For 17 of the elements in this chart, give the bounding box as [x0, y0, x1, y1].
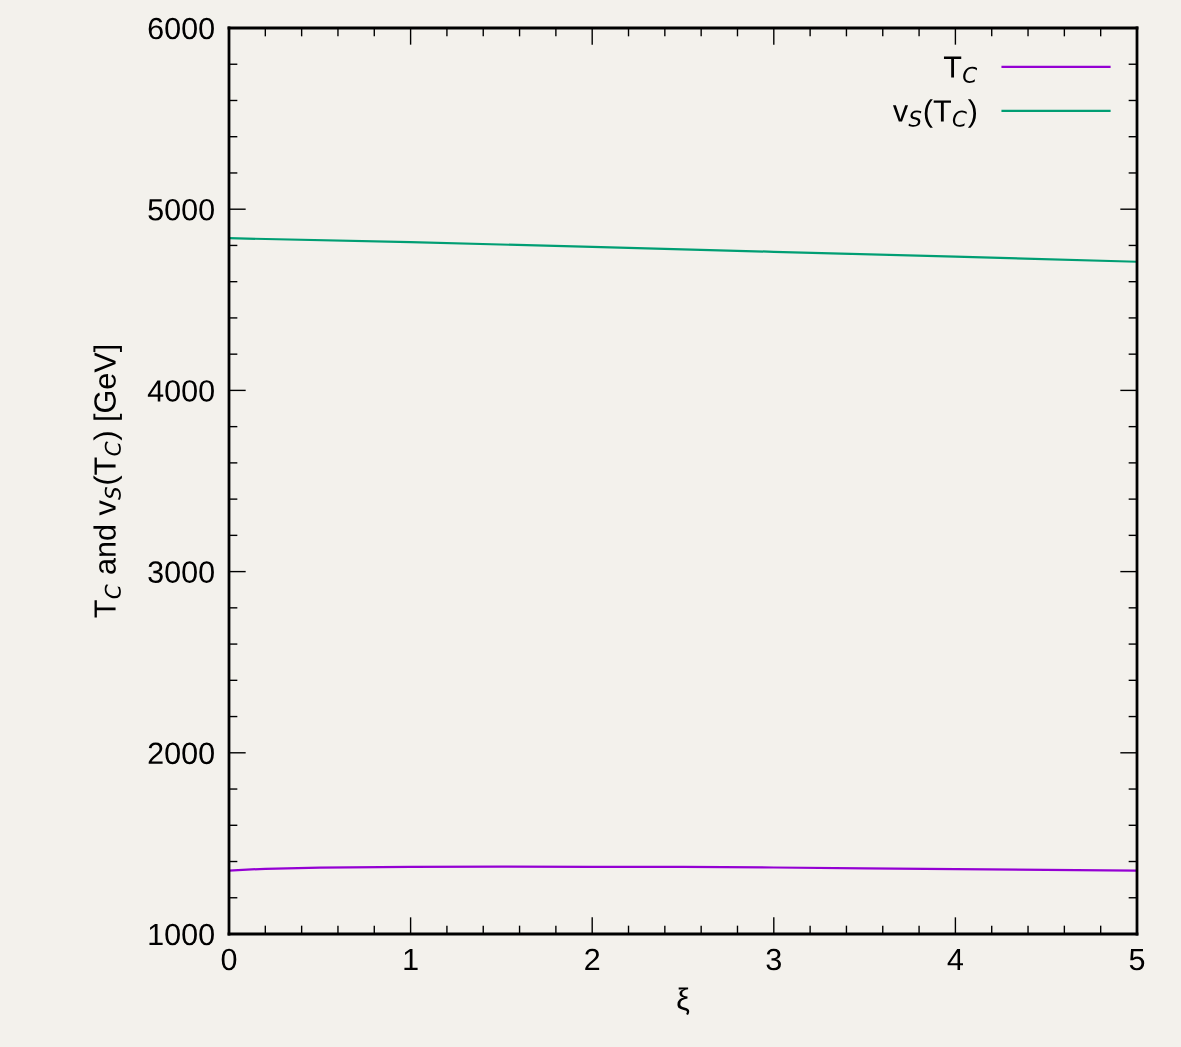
y-tick-label: 5000	[148, 198, 214, 221]
line-series	[229, 237, 1137, 263]
legend-label: T$_{C}$	[943, 56, 978, 83]
y-tick-label: 4000	[147, 380, 214, 402]
y-tick-label: 6000	[148, 17, 214, 40]
y-tick-label: 1000	[149, 923, 214, 946]
x-tick-label: 2	[585, 948, 600, 971]
legend-label: v$_{S}$(T$_{C}$)	[892, 99, 977, 128]
y-tick-label: 2000	[148, 742, 214, 765]
x-axis-title: ξ	[677, 987, 690, 1015]
x-tick-label: 0	[221, 948, 237, 971]
x-tick-label: 1	[404, 949, 418, 971]
x-tick-label: 3	[766, 948, 781, 971]
y-tick-label: 3000	[148, 561, 214, 583]
y-axis-title: T$_{C}$ and v$_{S}$(T$_{C}$) [GeV]	[93, 346, 122, 618]
x-tick-label: 5	[1129, 949, 1145, 971]
x-tick-label: 4	[947, 949, 963, 971]
